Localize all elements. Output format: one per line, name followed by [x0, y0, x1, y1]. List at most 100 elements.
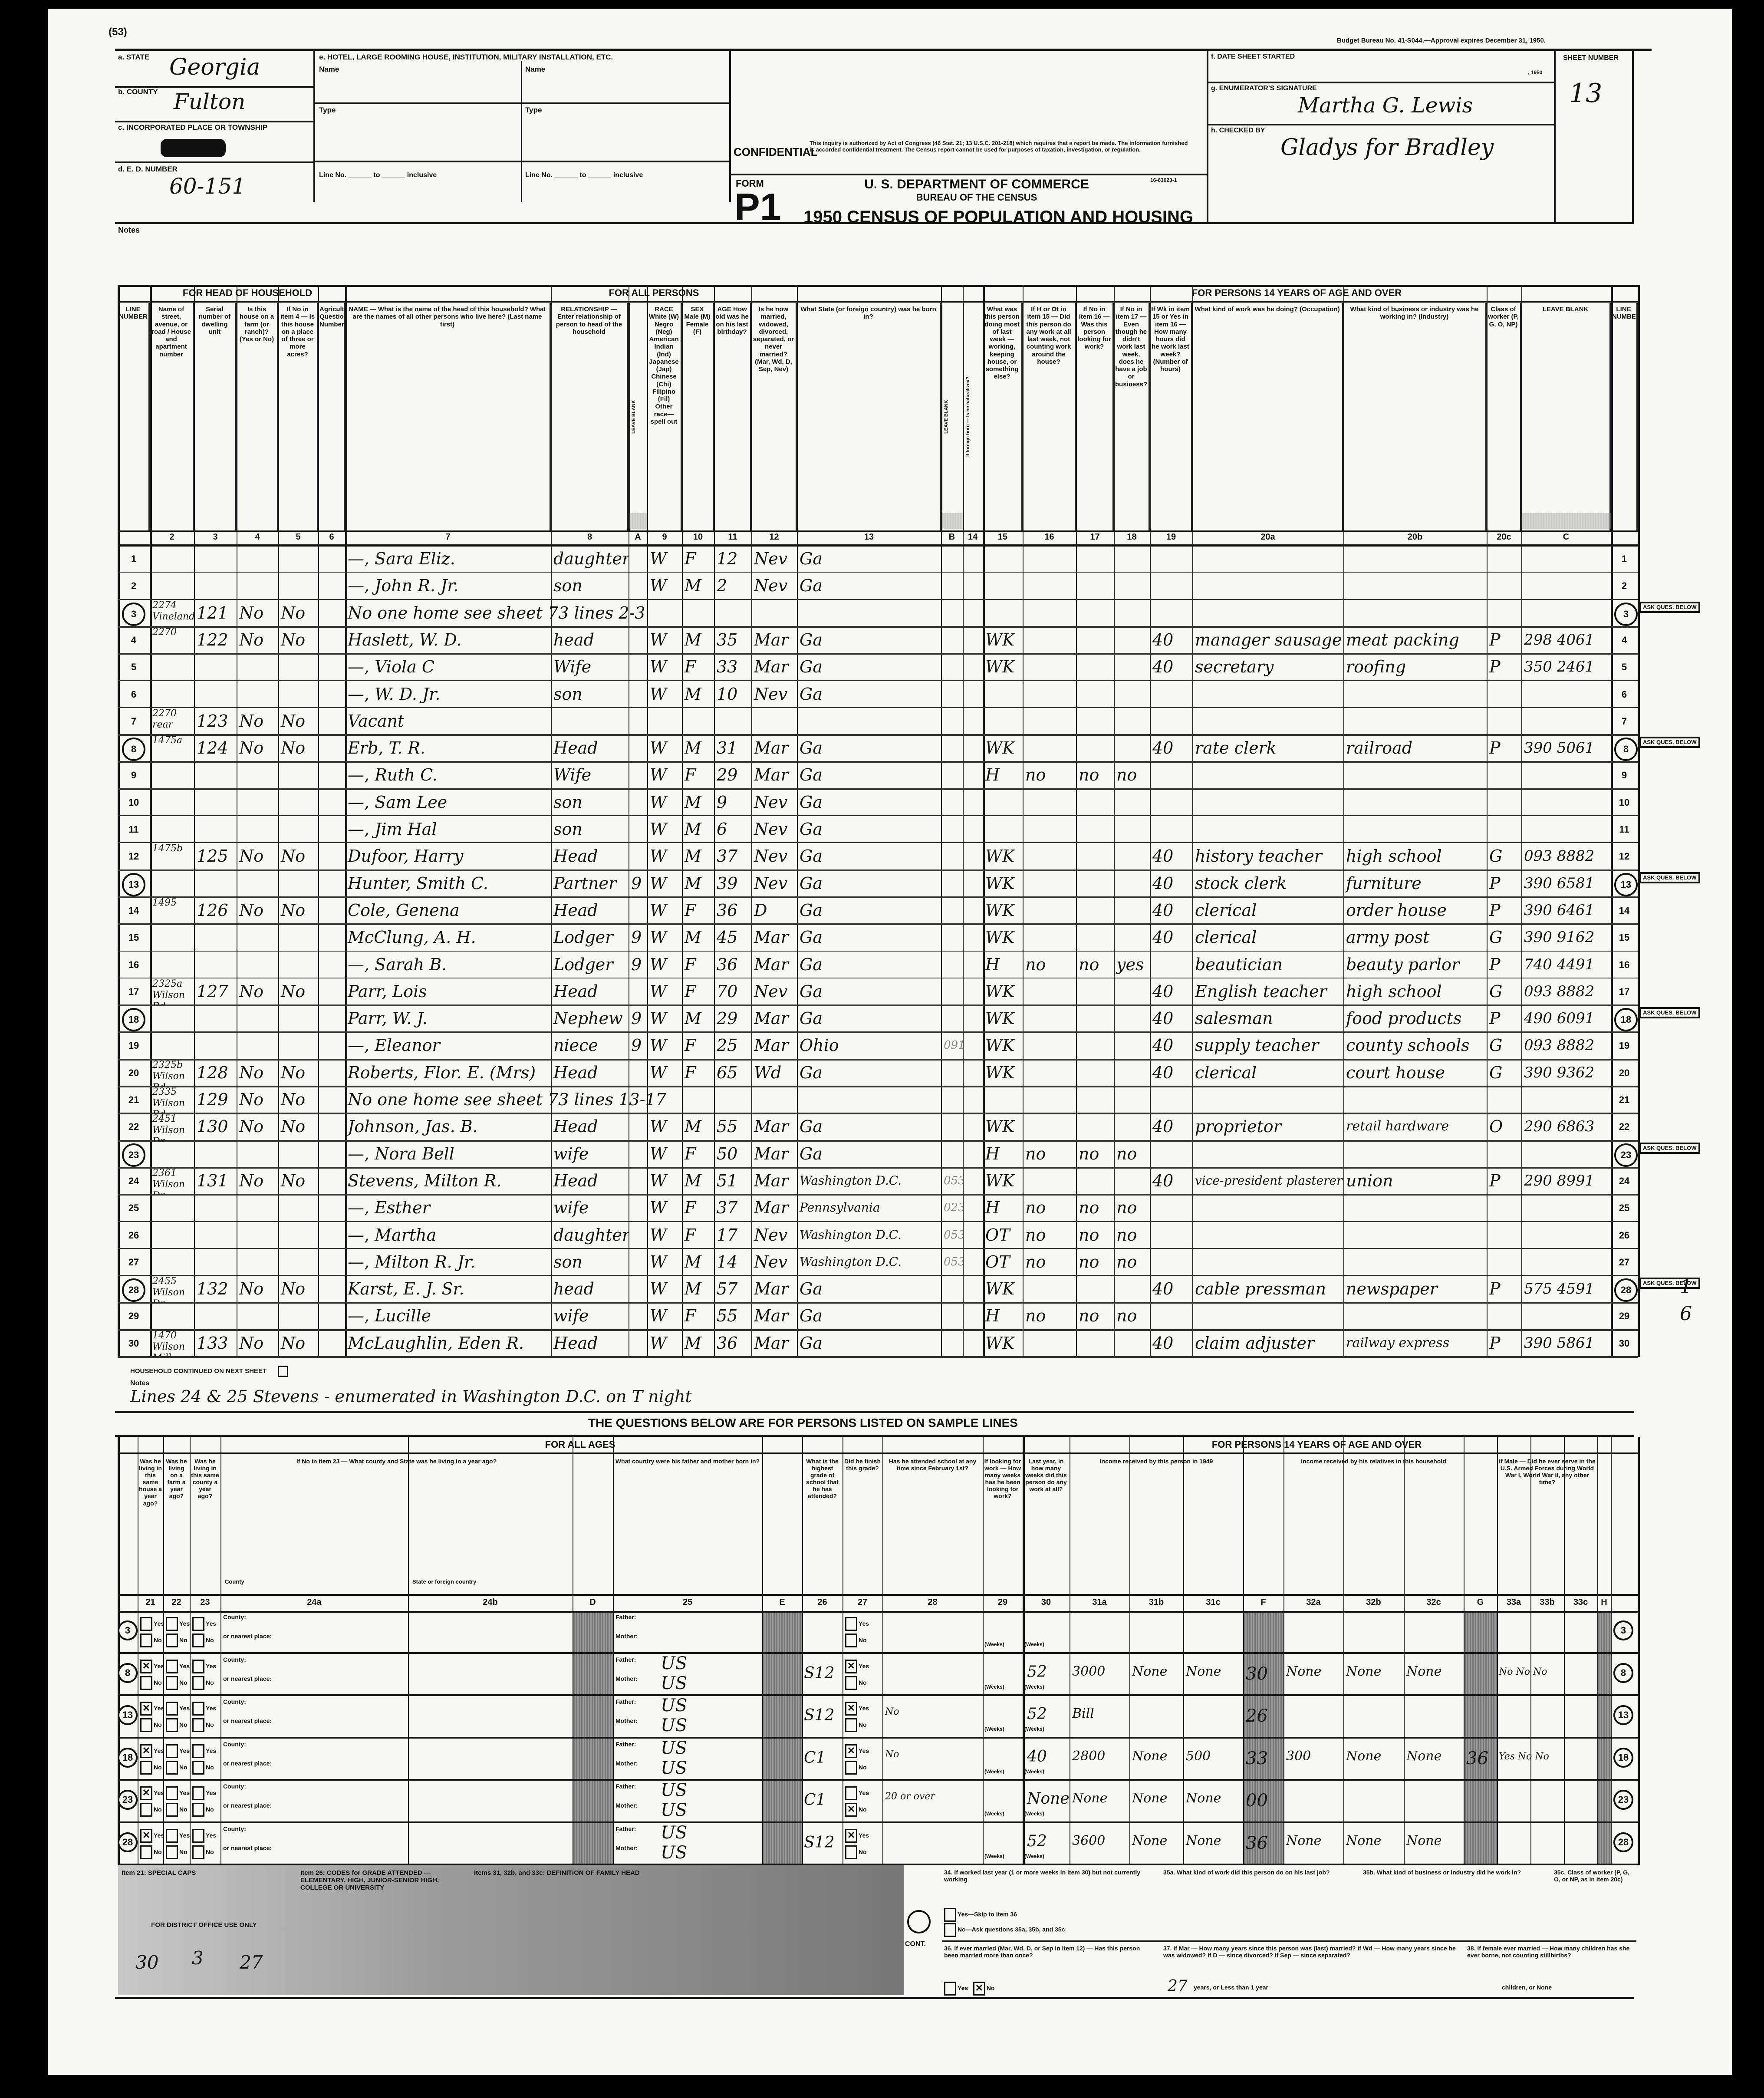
form-label: FORM	[736, 178, 764, 189]
sample-column-rule	[802, 1437, 803, 1865]
line-number-left: 11	[128, 824, 139, 835]
q34-no[interactable]: No—Ask questions 35a, 35b, and 35c	[944, 1923, 1065, 1937]
cell-code: 093 8882	[1524, 1037, 1595, 1054]
q34-yes[interactable]: Yes—Skip to item 36	[944, 1908, 1017, 1922]
family-head-text: Items 31, 32b, and 33c: DEFINITION OF FA…	[474, 1869, 640, 1877]
sample-column-number: 33a	[1506, 1597, 1521, 1607]
q36-yes-box[interactable]	[944, 1982, 956, 1996]
cell-q18: yes	[1116, 955, 1144, 974]
row-rule	[118, 1302, 1638, 1304]
inst-type-label-2: Type	[525, 106, 542, 114]
column-number: 13	[864, 532, 874, 542]
cell-sex: F	[685, 1306, 696, 1326]
yes-no-checkboxes[interactable]: Yes No	[140, 1615, 164, 1648]
cell-name: —, Viola C	[348, 657, 434, 677]
row-rule	[118, 950, 1638, 952]
sample-row-rule	[118, 1821, 1638, 1823]
income-q31a: None	[1072, 1791, 1108, 1806]
q27-checkboxes[interactable]: Yes ✕ No	[845, 1785, 869, 1818]
row-rule	[118, 1329, 1638, 1331]
row-rule	[118, 1166, 1638, 1169]
weeks-worked: None	[1027, 1790, 1070, 1808]
continued-checkbox[interactable]	[278, 1366, 288, 1377]
yes-no-checkboxes[interactable]: Yes No	[192, 1658, 216, 1691]
column-rule	[318, 285, 319, 1357]
yes-no-checkboxes[interactable]: ✕ Yes No	[140, 1742, 164, 1775]
sample-line-marker: 18	[122, 1008, 145, 1032]
cell-age: 37	[717, 846, 738, 866]
income-f: 00	[1246, 1791, 1268, 1811]
cell-a: 9	[631, 1036, 642, 1055]
cell-rel: Wife	[553, 657, 592, 677]
yes-no-checkboxes[interactable]: Yes No	[166, 1785, 190, 1818]
yes-no-checkboxes[interactable]: ✕ Yes No	[140, 1827, 164, 1860]
column-rule	[118, 285, 120, 1357]
q27-checkboxes[interactable]: ✕ Yes No	[845, 1742, 869, 1775]
yes-no-checkboxes[interactable]: Yes No	[192, 1615, 216, 1648]
cell-name: Dufoor, Harry	[348, 846, 464, 866]
cell-q16: no	[1025, 1225, 1046, 1245]
q27-checkboxes[interactable]: Yes No	[845, 1615, 869, 1648]
column-header-line-0: LINE NUMBER	[118, 303, 150, 530]
q24b-label: State or foreign country	[412, 1578, 477, 1585]
cell-name: Stevens, Milton R.	[348, 1171, 502, 1190]
income-q31a: Bill	[1072, 1706, 1094, 1721]
enumerator-label: g. ENUMERATOR'S SIGNATURE	[1211, 85, 1317, 92]
sample-column-number: 24a	[307, 1597, 322, 1607]
yes-no-checkboxes[interactable]: Yes No	[192, 1700, 216, 1733]
row-rule	[118, 1058, 1638, 1061]
cell-rel: Partner	[553, 873, 617, 893]
form-code: 16-63023-1	[1150, 177, 1177, 183]
cell-sex: M	[685, 738, 701, 758]
cell-name: Cole, Genena	[348, 900, 460, 920]
leave-blank-shade	[629, 513, 647, 529]
yes-no-checkboxes[interactable]: Yes No	[166, 1658, 190, 1691]
cell-q18: no	[1116, 1252, 1137, 1271]
weeks-label: (Weeks)	[984, 1726, 1004, 1732]
cell-cls: P	[1489, 955, 1501, 974]
cell-sex: M	[685, 792, 701, 812]
line-number-right: 11	[1619, 824, 1629, 835]
cell-mar: Nev	[754, 549, 788, 568]
sample-question-q31: Income received by this person in 1949	[1099, 1458, 1213, 1465]
yes-no-checkboxes[interactable]: Yes No	[192, 1827, 216, 1860]
q27-checkboxes[interactable]: ✕ Yes No	[845, 1658, 869, 1691]
mother-label: Mother:	[615, 1759, 638, 1767]
cell-birth: Ga	[800, 1009, 823, 1028]
yes-no-checkboxes[interactable]: Yes No	[166, 1615, 190, 1648]
income-q31b: None	[1132, 1791, 1168, 1806]
cell-serial: 133	[197, 1333, 228, 1353]
father-label: Father:	[615, 1825, 636, 1832]
yes-no-checkboxes[interactable]: Yes No	[192, 1742, 216, 1775]
cell-age: 45	[717, 928, 738, 947]
cell-mar: Mar	[754, 1198, 789, 1218]
cell-rel: son	[553, 576, 583, 596]
row-rule	[118, 923, 1638, 925]
weeks-worked: 52	[1027, 1832, 1047, 1850]
q36-no-box[interactable]: ✕	[973, 1982, 985, 1996]
sample-column-number: 28	[928, 1597, 938, 1607]
column-number: B	[948, 532, 955, 542]
income-q31a: 3000	[1072, 1663, 1106, 1679]
sample-question-q22: Was he living on a farm a year ago?	[166, 1458, 187, 1500]
yes-no-checkboxes[interactable]: Yes No	[166, 1827, 190, 1860]
yes-no-checkboxes[interactable]: Yes No	[166, 1700, 190, 1733]
grade-attended: S12	[804, 1706, 835, 1724]
cell-q15: WK	[985, 738, 1015, 758]
cell-race: W	[650, 846, 667, 866]
yes-no-checkboxes[interactable]: ✕ Yes No	[140, 1785, 164, 1818]
cell-serial: 130	[197, 1117, 228, 1136]
cell-age: 2	[717, 576, 727, 596]
yes-no-checkboxes[interactable]: ✕ Yes No	[140, 1700, 164, 1733]
cell-b: 091	[944, 1039, 963, 1052]
grade-attended: S12	[804, 1664, 835, 1682]
yes-no-checkboxes[interactable]: ✕ Yes No	[140, 1658, 164, 1691]
cell-serial: 125	[197, 846, 228, 866]
q27-checkboxes[interactable]: ✕ Yes No	[845, 1700, 869, 1733]
q27-checkboxes[interactable]: ✕ Yes No	[845, 1827, 869, 1860]
sample-question-q27: Did he finish this grade?	[844, 1458, 881, 1472]
line-number-left: 29	[128, 1311, 139, 1322]
column-header-2: Name of street, avenue, or road / House …	[150, 303, 194, 530]
yes-no-checkboxes[interactable]: Yes No	[166, 1742, 190, 1775]
yes-no-checkboxes[interactable]: Yes No	[192, 1785, 216, 1818]
